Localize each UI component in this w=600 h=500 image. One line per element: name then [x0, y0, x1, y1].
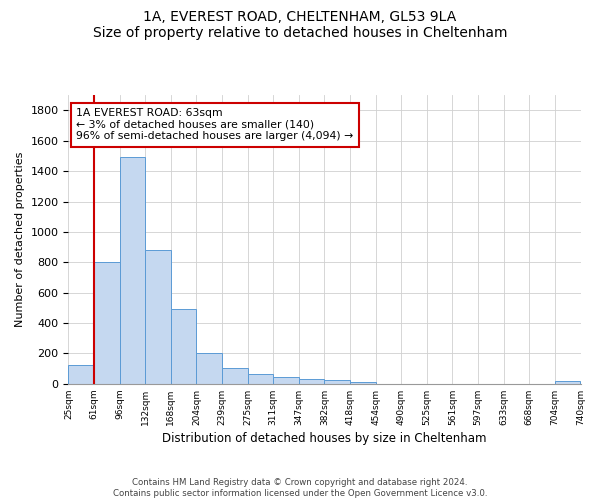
Bar [248, 374, 273, 384]
Bar [325, 380, 350, 384]
Bar [171, 310, 196, 384]
Bar [222, 368, 248, 384]
Text: Contains HM Land Registry data © Crown copyright and database right 2024.
Contai: Contains HM Land Registry data © Crown c… [113, 478, 487, 498]
Y-axis label: Number of detached properties: Number of detached properties [15, 152, 25, 327]
Bar [68, 365, 94, 384]
Bar [350, 382, 376, 384]
Text: 1A EVEREST ROAD: 63sqm
← 3% of detached houses are smaller (140)
96% of semi-det: 1A EVEREST ROAD: 63sqm ← 3% of detached … [76, 108, 353, 142]
Bar [119, 158, 145, 384]
Bar [196, 352, 222, 384]
Text: 1A, EVEREST ROAD, CHELTENHAM, GL53 9LA
Size of property relative to detached hou: 1A, EVEREST ROAD, CHELTENHAM, GL53 9LA S… [93, 10, 507, 40]
Bar [555, 381, 580, 384]
Bar [273, 377, 299, 384]
Bar [94, 262, 119, 384]
X-axis label: Distribution of detached houses by size in Cheltenham: Distribution of detached houses by size … [162, 432, 487, 445]
Bar [145, 250, 171, 384]
Bar [299, 378, 325, 384]
